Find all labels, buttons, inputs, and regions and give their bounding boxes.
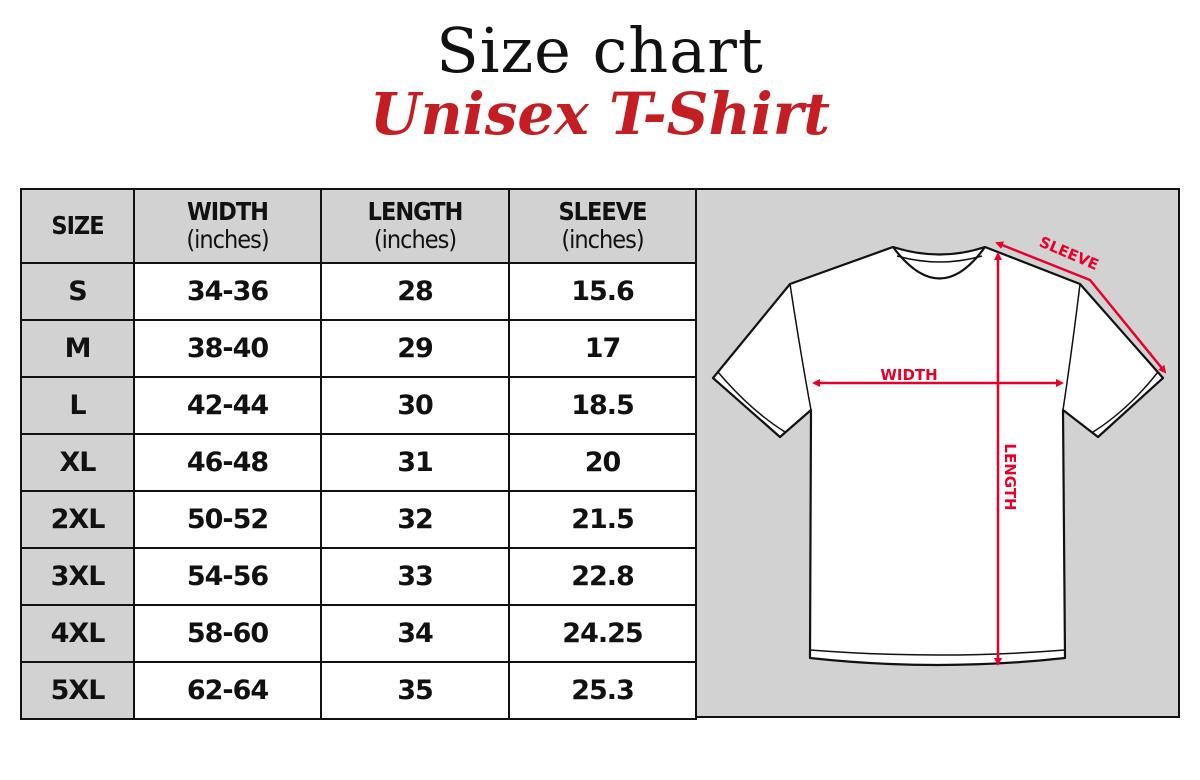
table-row: 3XL 54-56 33 22.8 [20, 547, 697, 606]
sleeve-cell: 24.25 [508, 604, 697, 663]
sleeve-label: SLEEVE [1037, 233, 1102, 274]
column-unit: (inches) [373, 225, 457, 254]
t-shirt-icon [711, 245, 1165, 667]
column-header-width: WIDTH (inches) [133, 188, 322, 264]
length-label: LENGTH [1001, 443, 1019, 510]
column-header-size: SIZE [20, 188, 135, 264]
width-cell: 34-36 [133, 262, 322, 321]
sleeve-cell: 25.3 [508, 661, 697, 720]
sleeve-cell: 22.8 [508, 547, 697, 606]
sleeve-cell: 15.6 [508, 262, 697, 321]
length-cell: 31 [320, 433, 510, 492]
width-cell: 54-56 [133, 547, 322, 606]
table-row: 5XL 62-64 35 25.3 [20, 661, 697, 720]
width-cell: 38-40 [133, 319, 322, 378]
table-row: 2XL 50-52 32 21.5 [20, 490, 697, 549]
width-cell: 58-60 [133, 604, 322, 663]
width-label: WIDTH [880, 366, 937, 384]
length-cell: 35 [320, 661, 510, 720]
length-cell: 33 [320, 547, 510, 606]
width-cell: 46-48 [133, 433, 322, 492]
table-row: S 34-36 28 15.6 [20, 262, 697, 321]
size-table: SIZE WIDTH (inches) LENGTH (inches) SLEEVE (in… [20, 188, 697, 720]
length-cell: 32 [320, 490, 510, 549]
sleeve-cell: 18.5 [508, 376, 697, 435]
size-cell: 4XL [20, 604, 135, 663]
column-header-length: LENGTH (inches) [320, 188, 510, 264]
length-cell: 29 [320, 319, 510, 378]
sleeve-cell: 20 [508, 433, 697, 492]
table-row: 4XL 58-60 34 24.25 [20, 604, 697, 663]
length-cell: 30 [320, 376, 510, 435]
size-cell: 2XL [20, 490, 135, 549]
column-label: LENGTH [367, 197, 464, 226]
size-cell: M [20, 319, 135, 378]
column-unit: (inches) [561, 225, 644, 254]
sleeve-arrow [995, 241, 1167, 374]
length-cell: 28 [320, 262, 510, 321]
page-title: Size chart [436, 14, 764, 87]
sleeve-cell: 17 [508, 319, 697, 378]
size-cell: 3XL [20, 547, 135, 606]
length-cell: 34 [320, 604, 510, 663]
width-cell: 50-52 [133, 490, 322, 549]
column-label: SLEEVE [558, 197, 647, 226]
table-row: L 42-44 30 18.5 [20, 376, 697, 435]
column-label: SIZE [51, 211, 104, 240]
width-cell: 62-64 [133, 661, 322, 720]
sleeve-cell: 21.5 [508, 490, 697, 549]
size-cell: XL [20, 433, 135, 492]
table-row: XL 46-48 31 20 [20, 433, 697, 492]
size-cell: S [20, 262, 135, 321]
column-label: WIDTH [186, 197, 269, 226]
size-cell: L [20, 376, 135, 435]
column-header-sleeve: SLEEVE (inches) [508, 188, 697, 264]
size-cell: 5XL [20, 661, 135, 720]
width-cell: 42-44 [133, 376, 322, 435]
column-unit: (inches) [186, 225, 269, 254]
table-row: M 38-40 29 17 [20, 319, 697, 378]
page-subtitle: Unisex T-Shirt [369, 80, 831, 148]
